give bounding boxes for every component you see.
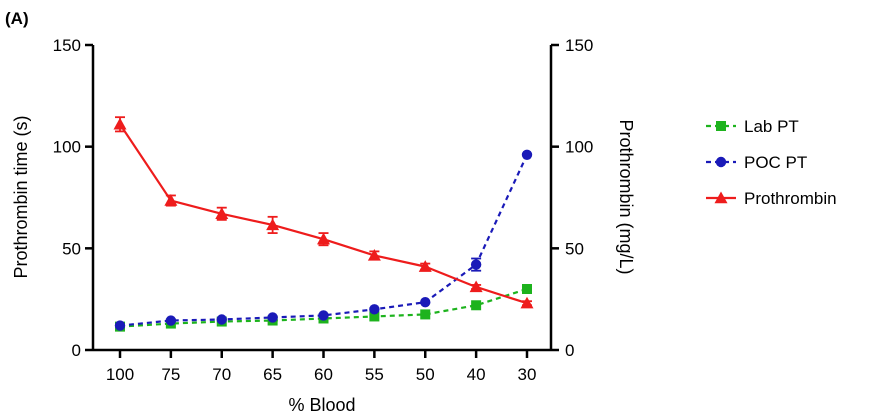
left-y-axis-ticks: 0 50 100 150 xyxy=(53,36,93,360)
right-y-tick-label: 50 xyxy=(565,239,584,258)
data-point-prothrombin xyxy=(469,280,483,293)
series-prothrombin xyxy=(113,116,534,309)
legend-item-lab-pt: Lab PT xyxy=(706,117,799,136)
data-point-lab-pt xyxy=(522,284,532,294)
data-point-prothrombin xyxy=(113,117,127,130)
legend-item-poc-pt: POC PT xyxy=(706,153,807,172)
x-axis-title: % Blood xyxy=(288,395,355,415)
series-line-lab-pt xyxy=(119,287,528,328)
x-tick-label: 75 xyxy=(161,365,180,384)
data-point-poc-pt xyxy=(521,149,533,160)
legend-marker xyxy=(716,121,726,131)
x-tick-label: 60 xyxy=(314,365,333,384)
series-layer xyxy=(113,116,534,332)
series-lab-pt xyxy=(115,284,532,332)
left-y-tick-label: 150 xyxy=(53,36,81,55)
data-point-poc-pt xyxy=(114,320,126,331)
x-tick-label: 100 xyxy=(106,365,134,384)
series-line-prothrombin xyxy=(119,123,528,305)
data-point-prothrombin xyxy=(266,218,280,231)
legend: Lab PT POC PT Prothrombin xyxy=(706,117,837,208)
left-y-tick-label: 0 xyxy=(72,341,81,360)
data-point-prothrombin xyxy=(418,260,432,272)
legend-item-prothrombin: Prothrombin xyxy=(706,189,837,208)
right-y-axis-title: Prothrombin (mg/L) xyxy=(616,119,636,274)
left-y-tick-label: 50 xyxy=(62,239,81,258)
data-point-poc-pt xyxy=(369,304,380,315)
data-point-prothrombin xyxy=(317,232,330,245)
series-poc-pt xyxy=(114,149,533,331)
data-point-poc-pt xyxy=(420,297,431,308)
data-point-lab-pt xyxy=(420,309,431,320)
right-y-axis-ticks: 0 50 100 150 xyxy=(551,36,593,360)
right-y-tick-label: 0 xyxy=(565,341,574,360)
data-point-prothrombin xyxy=(164,194,178,206)
legend-marker xyxy=(714,191,728,204)
x-tick-label: 50 xyxy=(416,365,435,384)
legend-label: POC PT xyxy=(744,153,807,172)
data-point-lab-pt xyxy=(471,300,482,311)
panel-label: (A) xyxy=(5,9,29,28)
data-point-poc-pt xyxy=(318,310,329,321)
x-tick-label: 40 xyxy=(467,365,486,384)
legend-label: Prothrombin xyxy=(744,189,837,208)
data-point-prothrombin xyxy=(215,207,229,219)
left-y-axis-title: Prothrombin time (s) xyxy=(11,115,31,278)
legend-marker xyxy=(715,156,727,168)
left-y-tick-label: 100 xyxy=(53,138,81,157)
data-point-prothrombin xyxy=(520,296,534,309)
data-point-poc-pt xyxy=(165,315,177,326)
legend-label: Lab PT xyxy=(744,117,799,136)
x-tick-label: 70 xyxy=(212,365,231,384)
data-point-prothrombin xyxy=(367,248,381,261)
x-axis-ticks: 100 75 70 65 60 55 50 40 30 xyxy=(106,350,537,384)
data-point-poc-pt xyxy=(267,312,278,323)
data-point-poc-pt xyxy=(470,259,482,270)
data-point-lab-pt xyxy=(369,311,380,322)
x-tick-label: 55 xyxy=(365,365,384,384)
right-y-tick-label: 100 xyxy=(565,138,593,157)
data-point-poc-pt xyxy=(216,314,227,325)
right-y-tick-label: 150 xyxy=(565,36,593,55)
x-tick-label: 65 xyxy=(263,365,282,384)
x-tick-label: 30 xyxy=(518,365,537,384)
